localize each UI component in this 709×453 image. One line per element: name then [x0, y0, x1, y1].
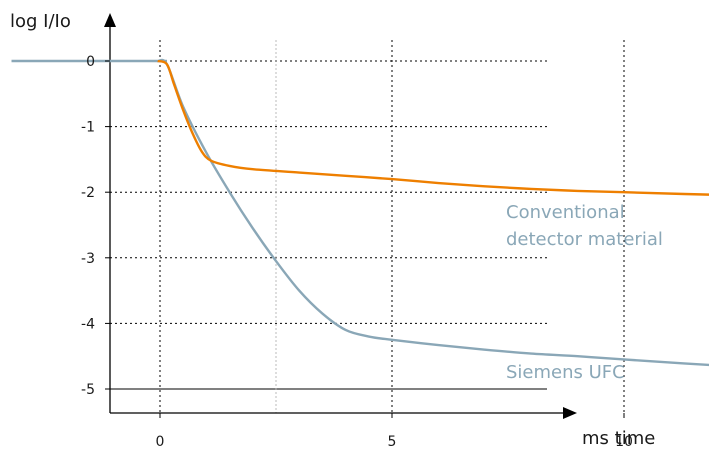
x-axis-arrow	[563, 407, 577, 419]
x-tick-label-0: 0	[156, 434, 165, 450]
series-line-siemens-ufc	[157, 58, 709, 367]
y-tick-label-1: -1	[81, 120, 95, 136]
axes	[104, 13, 577, 419]
x-tick-label-2: 10	[615, 434, 633, 450]
y-axis-arrow	[104, 13, 116, 27]
series-label-conventional-1: detector material	[506, 229, 663, 250]
x-tick-label-1: 5	[388, 434, 397, 450]
series-label-siemens-ufc: Siemens UFC	[506, 362, 625, 383]
y-axis-label: log I/Io	[10, 11, 71, 32]
y-tick-label-3: -3	[81, 251, 95, 267]
labels-layer: 051015200-1-2-3-4-5Conventionaldetector …	[81, 54, 663, 450]
series-line-conventional	[157, 59, 709, 196]
series-label-conventional-0: Conventional	[506, 202, 625, 223]
x-axis-label: ms time	[582, 428, 655, 449]
y-tick-label-0: 0	[86, 54, 95, 70]
y-tick-label-2: -2	[81, 185, 95, 201]
y-tick-label-4: -4	[81, 316, 95, 332]
grid	[110, 40, 625, 413]
y-tick-label-5: -5	[81, 382, 95, 398]
series-layer	[11, 58, 709, 367]
